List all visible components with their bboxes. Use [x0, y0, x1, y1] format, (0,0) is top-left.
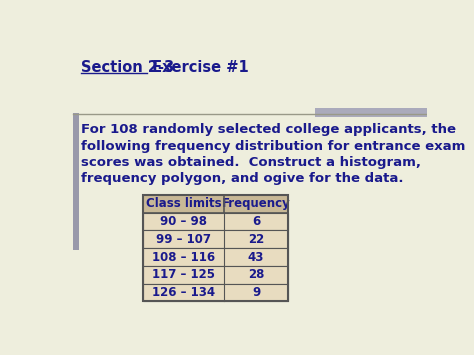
Text: 99 – 107: 99 – 107 [156, 233, 211, 246]
Bar [143, 230, 288, 248]
Bar [73, 114, 79, 251]
Text: 43: 43 [248, 251, 264, 263]
Text: scores was obtained.  Construct a histogram,: scores was obtained. Construct a histogr… [81, 156, 421, 169]
Text: Frequency: Frequency [222, 197, 291, 211]
Bar [143, 248, 288, 266]
Text: 28: 28 [248, 268, 264, 281]
Text: 22: 22 [248, 233, 264, 246]
Text: 9: 9 [252, 286, 260, 299]
Text: following frequency distribution for entrance exam: following frequency distribution for ent… [81, 140, 465, 153]
Bar [143, 195, 288, 301]
Text: Class limits: Class limits [146, 197, 221, 211]
Bar [143, 266, 288, 284]
Text: 108 – 116: 108 – 116 [152, 251, 215, 263]
Text: 117 – 125: 117 – 125 [152, 268, 215, 281]
Text: 6: 6 [252, 215, 260, 228]
Text: Exercise #1: Exercise #1 [147, 60, 248, 75]
Text: 90 – 98: 90 – 98 [160, 215, 207, 228]
Text: Section 2-3: Section 2-3 [81, 60, 174, 75]
Bar [143, 213, 288, 230]
Text: 126 – 134: 126 – 134 [152, 286, 215, 299]
Bar [143, 284, 288, 301]
Bar [143, 195, 288, 213]
Bar [315, 108, 427, 116]
Text: For 108 randomly selected college applicants, the: For 108 randomly selected college applic… [81, 124, 456, 136]
Text: frequency polygon, and ogive for the data.: frequency polygon, and ogive for the dat… [81, 172, 403, 185]
